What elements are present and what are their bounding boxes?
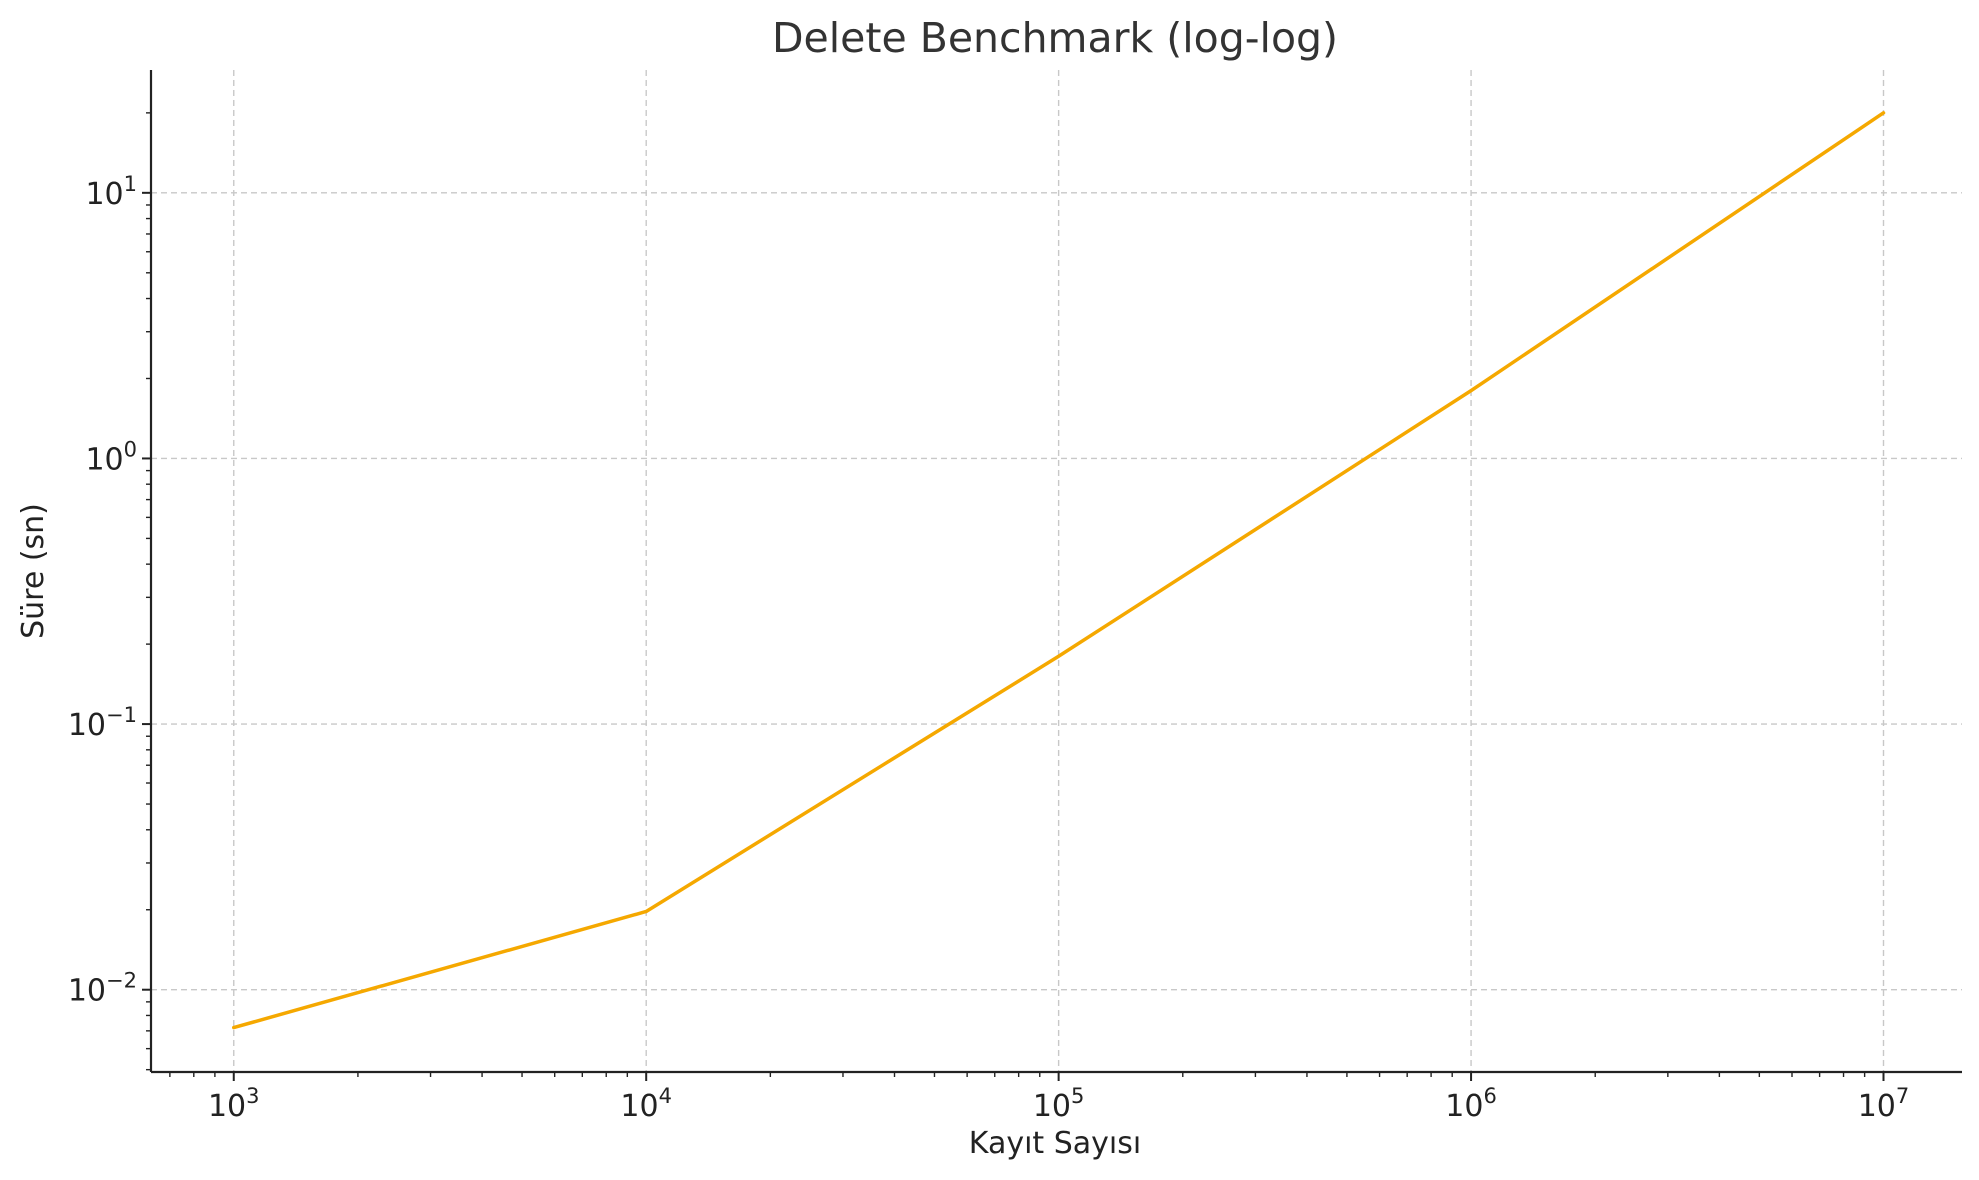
x-tick-label: 103 <box>208 1084 260 1124</box>
y-tick-label: 10−1 <box>68 703 137 743</box>
y-tick-label-base: 10 <box>68 974 106 1009</box>
series-line <box>232 111 1886 1030</box>
y-axis-label: Süre (sn) <box>16 503 51 639</box>
y-tick-label-base: 10 <box>85 177 123 212</box>
x-tick-label-base: 10 <box>620 1089 658 1124</box>
x-tick-label-base: 10 <box>1033 1089 1071 1124</box>
x-tick-label-base: 10 <box>1445 1089 1483 1124</box>
x-tick-label-exponent: 5 <box>1071 1084 1084 1108</box>
x-tick-label: 105 <box>1033 1084 1085 1124</box>
x-axis-ticks: 103 104 105 106 107 <box>169 1072 1910 1124</box>
x-tick-label-exponent: 3 <box>246 1084 259 1108</box>
y-tick-label: 100 <box>85 437 137 477</box>
chart-title: Delete Benchmark (log-log) <box>772 14 1338 62</box>
x-tick-label: 106 <box>1445 1084 1497 1124</box>
x-tick-label-base: 10 <box>208 1089 246 1124</box>
x-tick-label: 104 <box>620 1084 672 1124</box>
y-tick-label-base: 10 <box>68 708 106 743</box>
x-tick-label-base: 10 <box>1858 1089 1896 1124</box>
x-tick-label-exponent: 4 <box>659 1084 672 1108</box>
y-tick-label-exponent: −2 <box>106 969 137 993</box>
y-tick-label-exponent: 0 <box>124 437 137 461</box>
y-tick-label: 101 <box>85 172 137 212</box>
x-tick-label-exponent: 7 <box>1896 1084 1909 1108</box>
x-tick-label: 107 <box>1858 1084 1910 1124</box>
x-axis-label: Kayıt Sayısı <box>969 1126 1141 1161</box>
series-layer <box>232 111 1886 1030</box>
grid <box>151 70 1962 1072</box>
x-tick-label-exponent: 6 <box>1483 1084 1496 1108</box>
y-tick-label-base: 10 <box>85 442 123 477</box>
y-tick-label-exponent: −1 <box>106 703 137 727</box>
y-tick-label-exponent: 1 <box>124 172 137 196</box>
y-tick-label: 10−2 <box>68 969 137 1009</box>
axes <box>149 70 1962 1074</box>
